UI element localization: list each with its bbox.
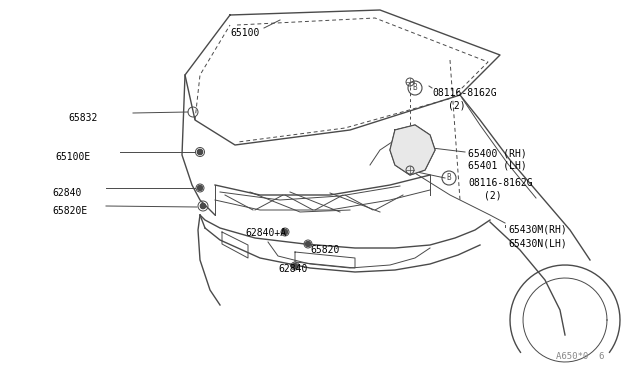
Circle shape — [293, 264, 297, 268]
Text: 65820: 65820 — [310, 245, 339, 255]
Text: 62840+A: 62840+A — [245, 228, 286, 238]
Text: 62840: 62840 — [52, 188, 81, 198]
Text: A650*0  6: A650*0 6 — [556, 352, 604, 361]
Text: 65400 (RH): 65400 (RH) — [468, 148, 527, 158]
Text: 65430M(RH): 65430M(RH) — [508, 225, 567, 235]
Text: 65832: 65832 — [68, 113, 97, 123]
Circle shape — [305, 241, 310, 247]
Circle shape — [198, 186, 202, 190]
Circle shape — [282, 230, 287, 234]
Text: 65100: 65100 — [230, 28, 259, 38]
Text: 62840: 62840 — [278, 264, 307, 274]
Circle shape — [200, 203, 205, 208]
Circle shape — [198, 150, 202, 154]
Text: 65401 (LH): 65401 (LH) — [468, 161, 527, 171]
Text: 08116-8162G: 08116-8162G — [432, 88, 497, 98]
Text: 65820E: 65820E — [52, 206, 87, 216]
Circle shape — [292, 263, 298, 269]
Circle shape — [306, 242, 310, 246]
Text: (2): (2) — [484, 191, 502, 201]
Text: 65100E: 65100E — [55, 152, 90, 162]
Circle shape — [198, 186, 202, 190]
Text: B: B — [447, 173, 451, 183]
Text: 08116-8162G: 08116-8162G — [468, 178, 532, 188]
Text: (2): (2) — [448, 101, 466, 111]
Text: B: B — [413, 83, 417, 93]
Circle shape — [198, 150, 202, 154]
Text: 65430N(LH): 65430N(LH) — [508, 238, 567, 248]
Circle shape — [200, 203, 205, 208]
Polygon shape — [390, 125, 435, 175]
Circle shape — [283, 230, 287, 234]
